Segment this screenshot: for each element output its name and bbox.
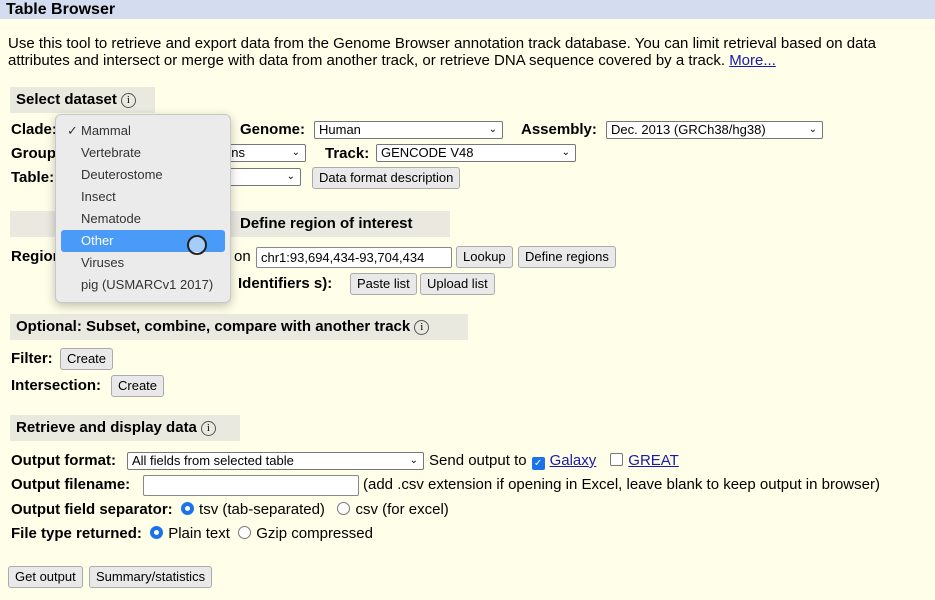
clade-label: Clade: — [11, 121, 57, 138]
filter-label: Filter: — [11, 350, 53, 367]
great-link[interactable]: GREAT — [628, 452, 679, 469]
plain-text-radio[interactable] — [150, 526, 164, 539]
output-format-select[interactable]: All fields from selected table ⌄ — [127, 452, 424, 470]
group-label: Group: — [11, 145, 61, 162]
clade-option-insect[interactable]: Insect — [81, 189, 116, 204]
output-filename-label: Output filename: — [11, 476, 131, 493]
csv-radio[interactable] — [337, 502, 351, 515]
clade-option-pig[interactable]: pig (USMARCv1 2017) — [81, 277, 214, 292]
region-label-suffix: on — [234, 248, 251, 265]
section-retrieve: Retrieve and display data i — [10, 415, 240, 441]
mouse-cursor-icon — [187, 235, 207, 255]
send-output: Send output to ✓ Galaxy GREAT — [429, 452, 679, 470]
chevron-down-icon: ⌄ — [488, 124, 497, 135]
get-output-button[interactable]: Get output — [8, 566, 83, 588]
output-filename-input[interactable] — [143, 475, 359, 496]
summary-statistics-button[interactable]: Summary/statistics — [89, 566, 213, 588]
galaxy-checkbox[interactable]: ✓ — [531, 457, 545, 470]
assembly-select[interactable]: Dec. 2013 (GRCh38/hg38) ⌄ — [606, 121, 823, 139]
track-label: Track: — [325, 145, 370, 162]
gzip-radio[interactable] — [238, 526, 252, 539]
section-optional: Optional: Subset, combine, compare with … — [10, 314, 468, 340]
region-label: Region: — [11, 248, 67, 265]
filename-hint: (add .csv extension if opening in Excel,… — [363, 476, 880, 493]
more-link[interactable]: More... — [729, 52, 776, 69]
chevron-down-icon: ⌄ — [808, 124, 817, 135]
identifiers-label-row: Identifiers s): — [238, 275, 332, 292]
clade-option-deuterostome[interactable]: Deuterostome — [81, 167, 163, 182]
clade-option-vertebrate[interactable]: Vertebrate — [81, 145, 141, 160]
separator-row: Output field separator: tsv (tab-separat… — [11, 501, 449, 518]
intro-text: Use this tool to retrieve and export dat… — [8, 35, 876, 69]
paste-list-button[interactable]: Paste list — [350, 273, 417, 295]
chevron-down-icon: ⌄ — [291, 147, 300, 158]
table-label: Table: — [11, 169, 55, 186]
info-icon[interactable]: i — [200, 420, 216, 436]
define-regions-button[interactable]: Define regions — [518, 246, 616, 268]
assembly-label: Assembly: — [521, 121, 597, 138]
filter-create-button[interactable]: Create — [60, 348, 114, 370]
galaxy-link[interactable]: Galaxy — [549, 452, 597, 469]
upload-list-button[interactable]: Upload list — [420, 273, 495, 295]
great-checkbox[interactable] — [610, 453, 624, 466]
clade-dropdown-menu: ✓ Mammal Vertebrate Deuterostome Insect N… — [55, 114, 231, 303]
clade-option-other[interactable]: Other — [61, 230, 225, 252]
info-icon[interactable]: i — [414, 319, 430, 335]
intersection-create-button[interactable]: Create — [111, 375, 165, 397]
chevron-down-icon: ⌄ — [286, 171, 295, 182]
genome-label: Genome: — [240, 121, 306, 138]
lookup-button[interactable]: Lookup — [456, 246, 513, 268]
identifiers-label-suffix: s): — [313, 275, 333, 292]
position-input[interactable]: chr1:93,694,434-93,704,434 — [256, 247, 452, 268]
data-format-description-button[interactable]: Data format description — [312, 167, 461, 189]
filetype-row: File type returned: Plain text Gzip comp… — [11, 525, 373, 542]
checkmark-icon: ✓ — [67, 123, 78, 138]
identifiers-label: Identifiers — [238, 275, 310, 292]
output-format-label: Output format: — [11, 452, 116, 469]
track-select[interactable]: GENCODE V48 ⌄ — [376, 144, 576, 162]
clade-option-mammal[interactable]: ✓ Mammal — [61, 120, 225, 142]
intersection-label: Intersection: — [11, 377, 102, 394]
clade-option-nematode[interactable]: Nematode — [81, 211, 141, 226]
page-title: Table Browser — [0, 0, 935, 19]
info-icon[interactable]: i — [120, 92, 136, 108]
section-select-dataset: Select dataset i — [10, 87, 155, 113]
clade-option-viruses[interactable]: Viruses — [81, 255, 125, 270]
chevron-down-icon: ⌄ — [409, 455, 418, 466]
tsv-radio[interactable] — [181, 502, 195, 515]
chevron-down-icon: ⌄ — [561, 147, 570, 158]
genome-select[interactable]: Human ⌄ — [314, 121, 503, 139]
